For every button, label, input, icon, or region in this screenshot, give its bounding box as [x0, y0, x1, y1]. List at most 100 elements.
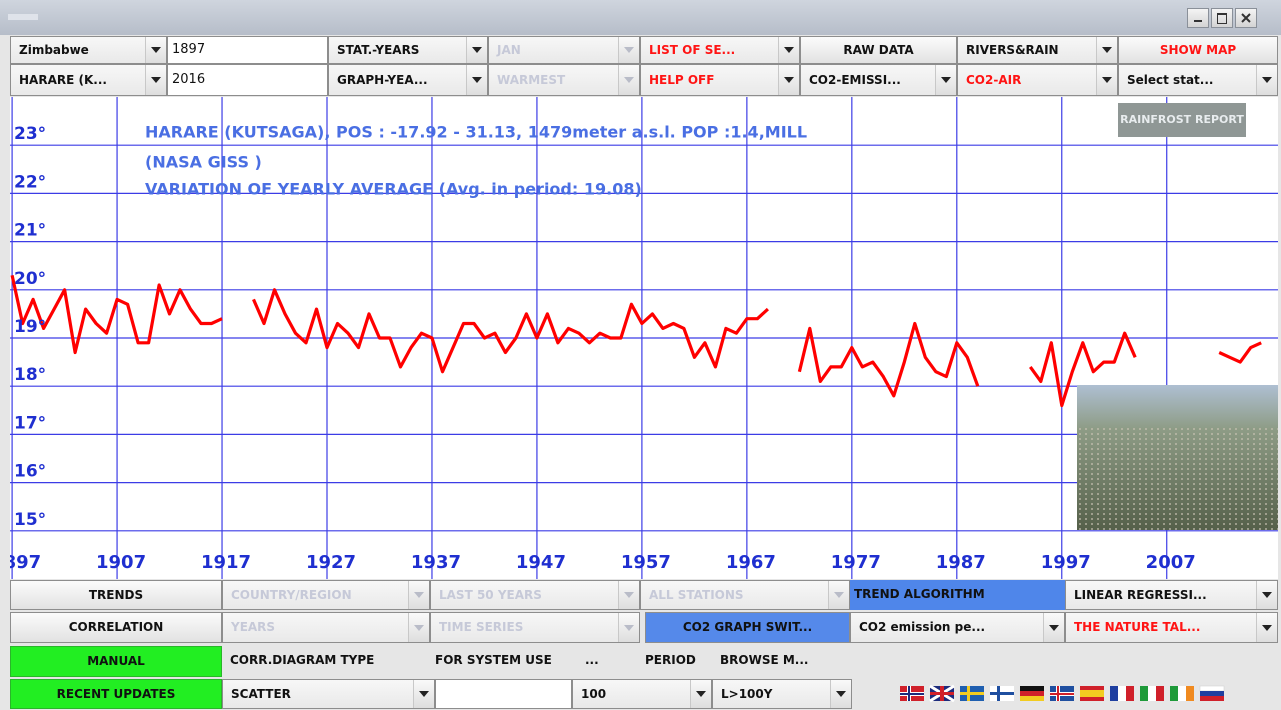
combo-box[interactable]: YEARS [222, 612, 430, 643]
flag-de[interactable] [1020, 686, 1044, 701]
close-button[interactable] [1235, 8, 1257, 28]
label: BROWSE M... [720, 646, 850, 677]
dropdown-arrow[interactable] [1043, 613, 1064, 642]
title-highlight [8, 14, 38, 20]
combo-box[interactable]: CO2-AIR [957, 64, 1118, 96]
control-label: HELP OFF [649, 73, 715, 87]
button[interactable]: TRENDS [10, 580, 222, 610]
combo-box[interactable]: SCATTER [222, 679, 435, 709]
control-label: COUNTRY/REGION [231, 588, 352, 602]
control-label: STAT.-YEARS [337, 43, 420, 57]
flag-uk[interactable] [929, 684, 955, 703]
dropdown-arrow[interactable] [830, 680, 851, 708]
control-label: 1897 [172, 42, 206, 57]
control-label: WARMEST [497, 73, 566, 87]
text-field[interactable]: 2016 [167, 64, 328, 96]
control-label: GRAPH-YEA... [337, 73, 428, 87]
combo-box[interactable]: L>100Y [712, 679, 852, 709]
dropdown-arrow[interactable] [778, 65, 799, 95]
button[interactable]: RECENT UPDATES [10, 679, 222, 709]
combo-box[interactable]: THE NATURE TAL... [1065, 612, 1278, 643]
flag-no[interactable] [900, 686, 924, 701]
dropdown-arrow[interactable] [690, 680, 711, 708]
combo-box[interactable]: HELP OFF [640, 64, 800, 96]
button[interactable]: MANUAL [10, 646, 222, 677]
x-tick-label: 1947 [516, 552, 566, 573]
dropdown-arrow[interactable] [828, 581, 849, 609]
control-label: BROWSE M... [720, 653, 809, 667]
text-field[interactable]: 1897 [167, 36, 328, 64]
control-label: 100 [581, 687, 607, 701]
dropdown-arrow[interactable] [466, 65, 487, 95]
combo-box[interactable]: LIST OF SE... [640, 36, 800, 64]
flag-ie[interactable] [1170, 686, 1194, 701]
text-field[interactable] [435, 679, 572, 709]
combo-box[interactable]: GRAPH-YEA... [328, 64, 488, 96]
combo-box[interactable]: LAST 50 YEARS [430, 580, 640, 610]
flag-is[interactable] [1050, 686, 1074, 701]
label: TREND ALGORITHM [850, 580, 1065, 610]
label: CORR.DIAGRAM TYPE [230, 646, 430, 677]
dropdown-arrow[interactable] [1096, 65, 1117, 95]
flag-se[interactable] [960, 686, 984, 701]
control-label: LAST 50 YEARS [439, 588, 542, 602]
combo-box[interactable]: WARMEST [488, 64, 640, 96]
control-label: FOR SYSTEM USE [435, 653, 552, 667]
button[interactable]: CORRELATION [10, 612, 222, 643]
button[interactable]: SHOW MAP [1118, 36, 1278, 64]
minimize-button[interactable] [1187, 8, 1209, 28]
flag-it[interactable] [1140, 686, 1164, 701]
maximize-button[interactable] [1211, 8, 1233, 28]
dropdown-arrow[interactable] [618, 581, 639, 609]
x-tick-label: 1997 [1041, 552, 1091, 573]
dropdown-arrow[interactable] [935, 65, 956, 95]
dropdown-arrow[interactable] [1256, 65, 1277, 95]
dropdown-arrow[interactable] [618, 613, 639, 642]
dropdown-arrow[interactable] [413, 680, 434, 708]
dropdown-arrow[interactable] [618, 65, 639, 95]
y-tick-label: 21° [14, 221, 46, 241]
control-label: Select stat... [1127, 73, 1214, 87]
combo-box[interactable]: CO2-EMISSI... [800, 64, 957, 96]
combo-box[interactable]: 100 [572, 679, 712, 709]
dropdown-arrow[interactable] [145, 37, 166, 63]
combo-box[interactable]: COUNTRY/REGION [222, 580, 430, 610]
combo-box[interactable]: JAN [488, 36, 640, 64]
control-label: YEARS [231, 620, 276, 634]
x-tick-label: 1907 [96, 552, 146, 573]
combo-box[interactable]: HARARE (K... [10, 64, 167, 96]
button[interactable]: CO2 GRAPH SWIT... [645, 612, 850, 643]
dropdown-arrow[interactable] [145, 65, 166, 95]
dropdown-arrow[interactable] [1256, 613, 1277, 642]
dropdown-arrow[interactable] [466, 37, 487, 63]
button[interactable]: RAW DATA [800, 36, 957, 64]
flag-ru[interactable] [1199, 685, 1225, 701]
combo-box[interactable]: Zimbabwe [10, 36, 167, 64]
flag-es[interactable] [1080, 686, 1104, 701]
combo-box[interactable]: CO2 emission pe... [850, 612, 1065, 643]
combo-box[interactable]: ALL STATIONS [640, 580, 850, 610]
dropdown-arrow[interactable] [1096, 37, 1117, 63]
control-label: 2016 [172, 72, 206, 87]
y-tick-label: 22° [14, 172, 46, 192]
dropdown-arrow[interactable] [408, 581, 429, 609]
dropdown-arrow[interactable] [408, 613, 429, 642]
combo-box[interactable]: Select stat... [1118, 64, 1278, 96]
combo-box[interactable]: LINEAR REGRESSI... [1065, 580, 1278, 610]
dropdown-arrow[interactable] [778, 37, 799, 63]
dropdown-arrow[interactable] [1256, 581, 1277, 609]
combo-box[interactable]: RIVERS&RAIN [957, 36, 1118, 64]
language-flags [900, 684, 1225, 703]
control-label: SHOW MAP [1159, 43, 1237, 57]
control-label: JAN [497, 43, 521, 57]
control-label: TRENDS [88, 588, 144, 602]
combo-box[interactable]: STAT.-YEARS [328, 36, 488, 64]
control-label: LINEAR REGRESSI... [1074, 588, 1207, 602]
flag-fr[interactable] [1110, 686, 1134, 701]
flag-fi[interactable] [990, 686, 1014, 701]
combo-box[interactable]: TIME SERIES [430, 612, 640, 643]
control-label: RIVERS&RAIN [966, 43, 1059, 57]
control-label: PERIOD [645, 653, 696, 667]
dropdown-arrow[interactable] [618, 37, 639, 63]
